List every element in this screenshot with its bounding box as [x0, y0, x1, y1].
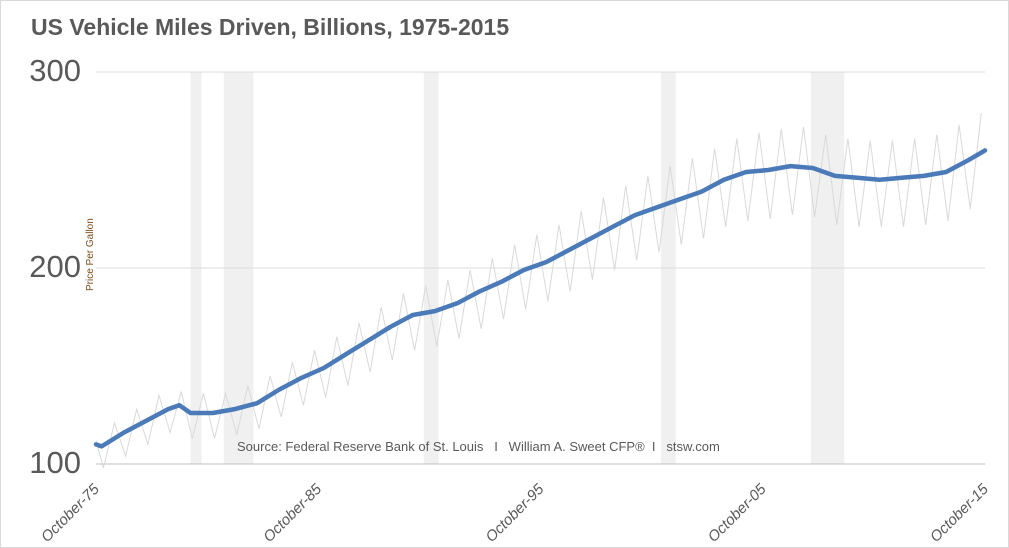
y-axis-ticks: 100 200 300	[29, 53, 81, 480]
x-tick-label: October-05	[705, 480, 770, 545]
y-tick-label: 300	[29, 53, 81, 88]
y-tick-label: 100	[29, 445, 81, 480]
x-axis-ticks: October-75 October-85 October-95 October-05…	[38, 480, 992, 545]
gridlines	[96, 71, 985, 465]
x-tick-label: October-15	[927, 480, 992, 545]
x-tick-label: October-85	[260, 480, 325, 545]
series-lines	[93, 113, 988, 469]
y-axis-label: Price Per Gallon	[85, 218, 96, 291]
x-tick-label: October-75	[38, 480, 103, 545]
x-tick-label: October-95	[482, 480, 547, 545]
trend-series-line	[93, 148, 988, 449]
source-note: Source: Federal Reserve Bank of St. Loui…	[237, 439, 720, 454]
y-tick-label: 200	[29, 249, 81, 284]
monthly-series-line	[95, 113, 982, 469]
chart-title: US Vehicle Miles Driven, Billions, 1975-…	[31, 14, 509, 40]
